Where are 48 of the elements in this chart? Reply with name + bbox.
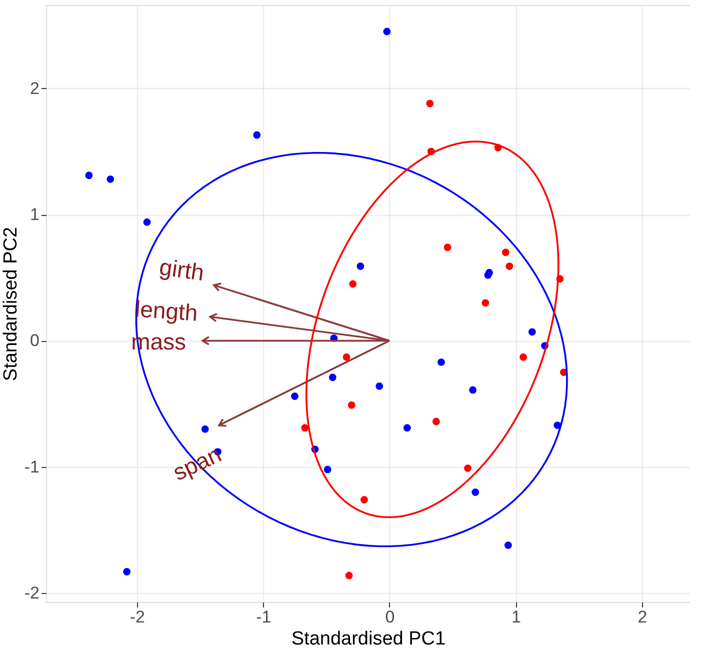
point <box>482 299 490 307</box>
point <box>324 466 332 474</box>
point <box>349 280 357 288</box>
x-tick-label: 2 <box>638 608 648 626</box>
point <box>506 262 514 270</box>
point <box>360 496 368 504</box>
point <box>504 542 512 549</box>
point <box>301 424 309 432</box>
point <box>520 353 528 361</box>
point <box>464 464 472 472</box>
point <box>348 401 356 409</box>
point <box>143 218 151 226</box>
x-tick-label: 0 <box>385 608 395 626</box>
y-tick-label: -2 <box>24 584 40 603</box>
point <box>291 392 298 400</box>
point <box>469 386 477 394</box>
y-axis-title: Standardised PC2 <box>0 226 22 382</box>
point <box>528 328 536 336</box>
x-tick-label: -1 <box>256 608 272 626</box>
point <box>486 268 493 276</box>
point <box>253 131 261 139</box>
point <box>345 572 353 580</box>
point <box>438 358 445 366</box>
point <box>444 244 452 252</box>
point <box>85 172 93 180</box>
point <box>106 175 114 183</box>
point <box>502 248 510 256</box>
point <box>432 418 440 426</box>
x-tick-label: 1 <box>512 608 521 626</box>
y-tick-label: 2 <box>30 78 40 98</box>
point <box>356 262 364 270</box>
point <box>123 568 131 576</box>
point <box>328 374 336 382</box>
point <box>201 425 209 433</box>
point <box>426 100 434 108</box>
point <box>342 353 350 361</box>
point <box>403 424 411 432</box>
point <box>472 488 480 496</box>
annotation: girth <box>158 254 206 286</box>
y-tick-label: 0 <box>30 331 40 350</box>
annotation: length <box>134 296 199 326</box>
x-axis-title: Standardised PC1 <box>291 628 446 650</box>
annotation: span <box>168 440 226 486</box>
y-tick-label: 1 <box>30 205 40 224</box>
point <box>376 382 384 390</box>
y-tick-label: -1 <box>24 457 40 476</box>
point <box>383 28 391 36</box>
x-tick-label: -2 <box>130 608 145 626</box>
